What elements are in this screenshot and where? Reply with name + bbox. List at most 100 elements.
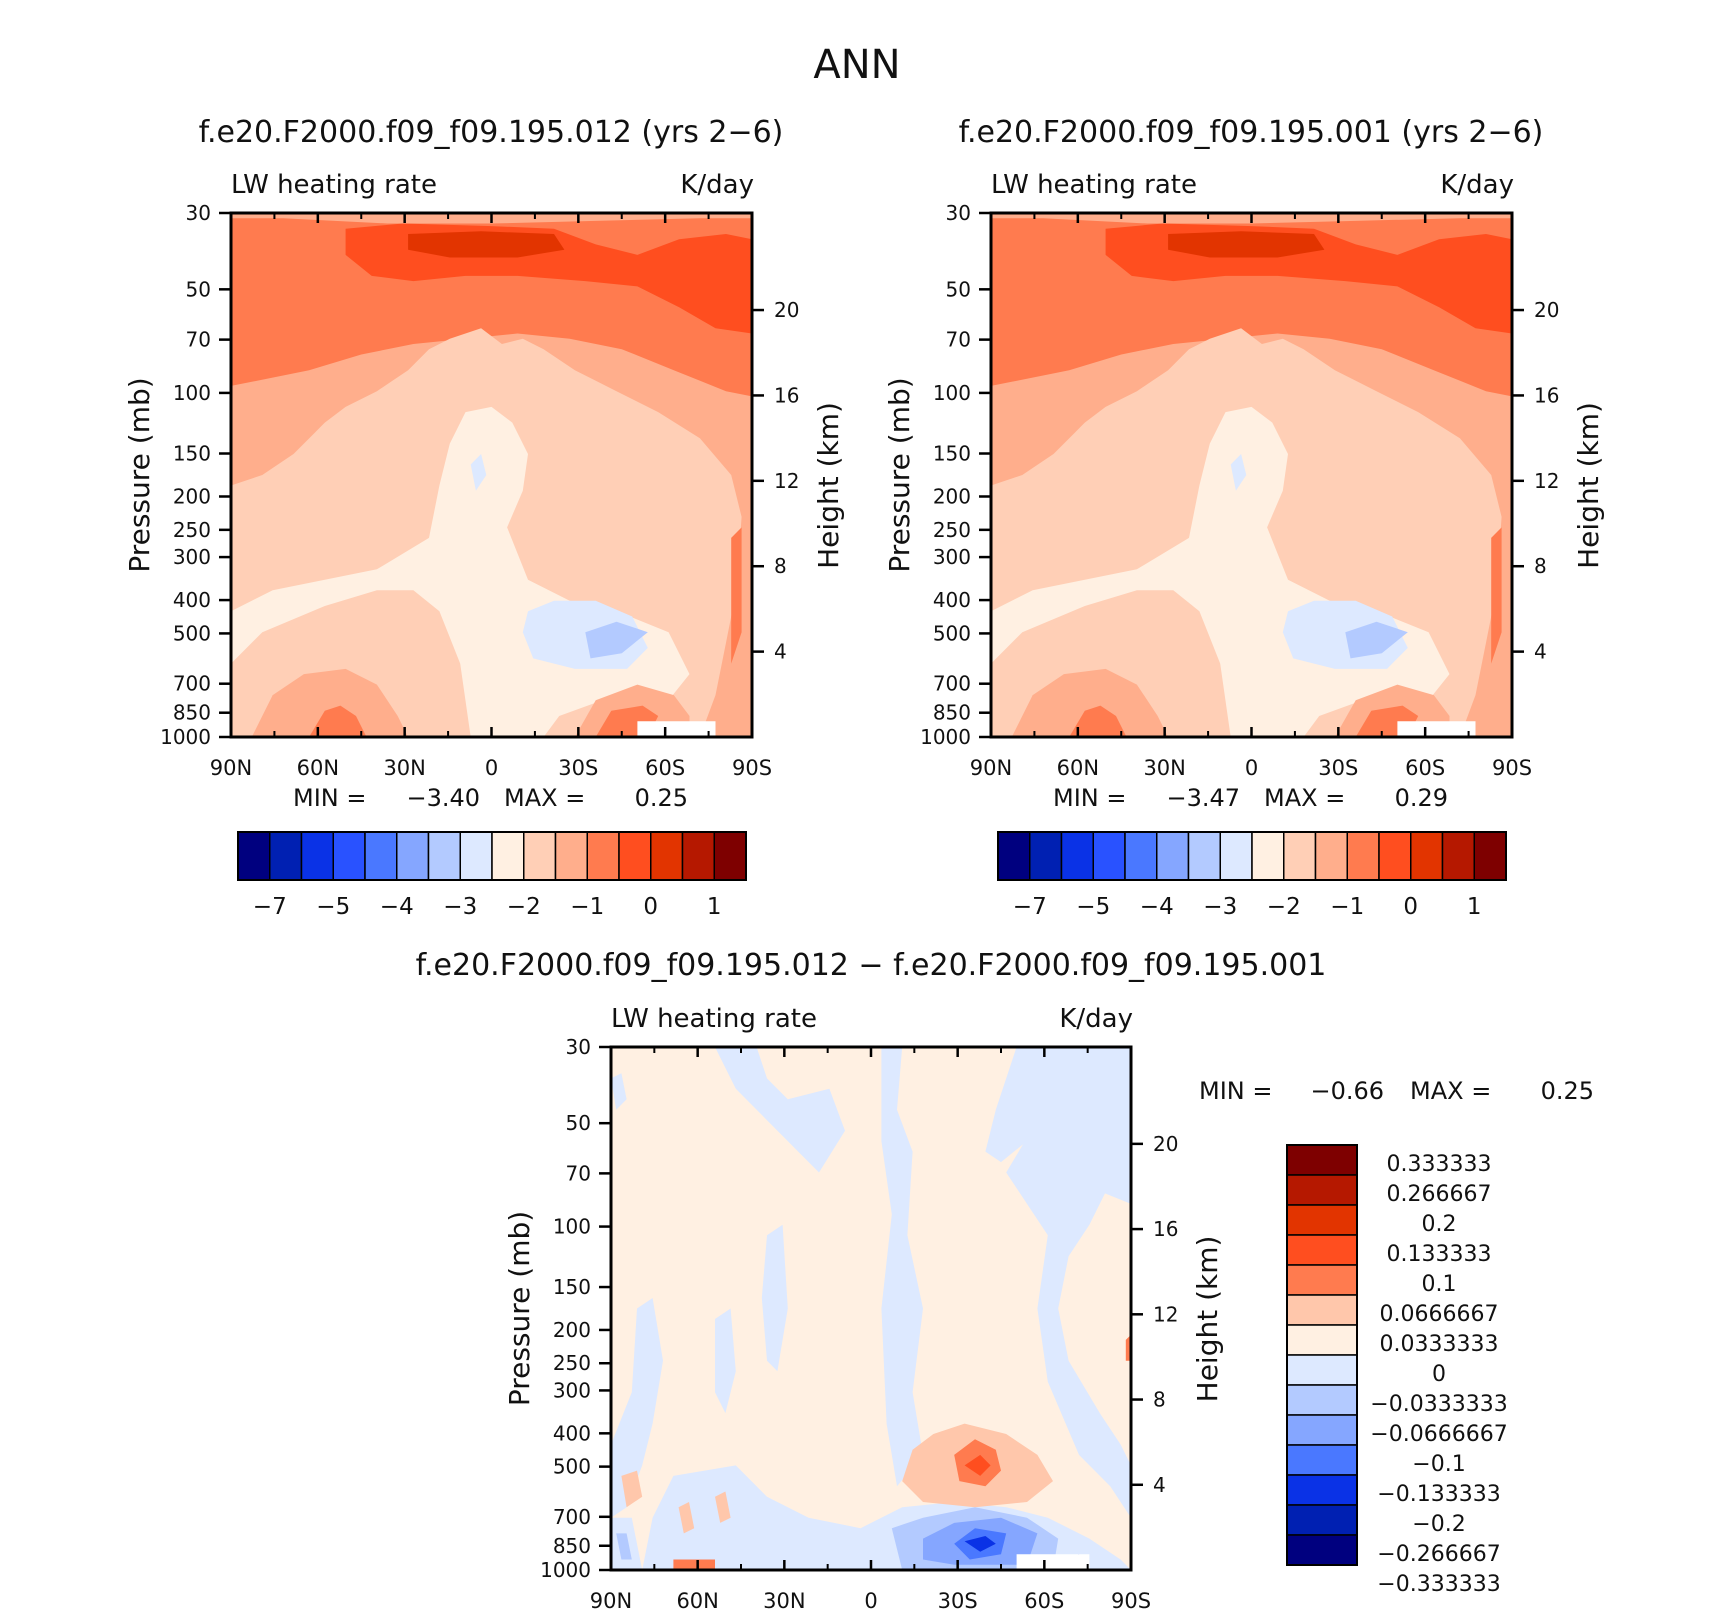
y-tick-label: 250	[173, 518, 211, 542]
y-tick-label: 400	[553, 1421, 591, 1445]
x-tick-label: 60N	[1057, 756, 1099, 780]
colorbar-box	[427, 831, 461, 881]
y-tick-label: 100	[553, 1215, 591, 1239]
y-tick-label: 30	[186, 201, 211, 225]
colorbar-box	[681, 831, 715, 881]
contour-region-13	[964, 1536, 996, 1552]
colorbar-label: 1	[707, 894, 722, 920]
colorbar-box	[618, 831, 652, 881]
units-label: K/day	[1440, 170, 1514, 200]
y-tick-label: 1000	[920, 725, 971, 749]
colorbar-box	[1410, 831, 1444, 881]
colorbar-box	[713, 831, 747, 881]
colorbar-label: −0.266667	[1377, 1542, 1500, 1567]
max-value: 0.25	[1541, 1077, 1594, 1105]
y-right-tick-label: 8	[1534, 554, 1547, 578]
y-right-tick-label: 16	[1534, 383, 1559, 407]
y-tick-label: 300	[553, 1378, 591, 1402]
y-tick-label: 30	[566, 1035, 591, 1059]
colorbar-box	[1441, 831, 1475, 881]
min-label: MIN =	[293, 784, 366, 812]
contour-region-3	[1168, 231, 1325, 258]
colorbar-box	[237, 831, 271, 881]
y-right-tick-label: 12	[1153, 1302, 1178, 1326]
y-right-tick-label: 20	[1534, 298, 1559, 322]
colorbar-label: −1	[1330, 894, 1364, 920]
y-tick-label: 850	[173, 701, 211, 725]
colorbar-label: −0.0666667	[1370, 1422, 1507, 1447]
colorbar-box	[1060, 831, 1094, 881]
colorbar-frame	[237, 831, 747, 881]
colorbar-box	[1314, 831, 1348, 881]
colorbar-box	[586, 831, 620, 881]
y-tick-label: 70	[946, 328, 971, 352]
y-tick-label: 50	[186, 277, 211, 301]
x-tick-label: 60N	[676, 1589, 718, 1611]
contour-region-3	[408, 231, 565, 258]
y-tick-label: 30	[946, 201, 971, 225]
contour-region-8	[470, 454, 487, 491]
colorbar-label: −5	[316, 894, 350, 920]
colorbar-box	[1283, 831, 1317, 881]
max-label: MAX =	[1410, 1077, 1491, 1105]
x-tick-label: 30N	[1143, 756, 1185, 780]
units-label: K/day	[680, 170, 754, 200]
colorbar-box	[1286, 1324, 1358, 1356]
colorbar-label: −5	[1076, 894, 1110, 920]
y-tick-label: 70	[186, 328, 211, 352]
x-tick-label: 30S	[558, 756, 598, 780]
max-value: 0.29	[1395, 784, 1448, 812]
max-value: 0.25	[635, 784, 688, 812]
panel-right: f.e20.F2000.f09_f09.195.001 (yrs 2−6) LW …	[883, 115, 1605, 920]
y-tick-label: 150	[173, 442, 211, 466]
colorbar-box	[1286, 1414, 1358, 1446]
colorbar-label: 1	[1467, 894, 1482, 920]
x-tick-label: 30N	[763, 1589, 805, 1611]
y-right-tick-label: 8	[1153, 1388, 1166, 1412]
colorbar-box	[1251, 831, 1285, 881]
colorbar-box	[1029, 831, 1063, 881]
colorbar-label: 0.1	[1422, 1272, 1457, 1297]
colorbar-box	[364, 831, 398, 881]
colorbar-label: −0.133333	[1377, 1482, 1500, 1507]
contour-region-17	[621, 1470, 643, 1508]
contour-region-19	[678, 1502, 695, 1534]
colorbar-box	[1286, 1504, 1358, 1536]
colorbar-box	[1286, 1534, 1358, 1566]
panel-title: f.e20.F2000.f09_f09.195.012 (yrs 2−6)	[199, 115, 784, 150]
colorbar-label: 0.266667	[1387, 1182, 1492, 1207]
contour-field	[231, 213, 752, 737]
colorbar-box	[1187, 831, 1221, 881]
colorbar-box	[300, 831, 334, 881]
x-tick-label: 30S	[1318, 756, 1358, 780]
y-tick-label: 700	[933, 672, 971, 696]
colorbar-label: −7	[1013, 894, 1047, 920]
y-tick-label: 500	[553, 1455, 591, 1479]
colorbar-label: −0.333333	[1377, 1572, 1500, 1597]
y-tick-label: 700	[173, 672, 211, 696]
x-tick-label: 60S	[1024, 1589, 1064, 1611]
y-tick-label: 500	[173, 621, 211, 645]
colorbar-frame	[997, 831, 1507, 881]
contour-region-7	[1345, 621, 1408, 659]
y-tick-label: 50	[946, 277, 971, 301]
y-tick-label: 200	[173, 484, 211, 508]
y-tick-label: 200	[933, 484, 971, 508]
contour-region-5	[611, 1298, 663, 1518]
min-value: −3.40	[406, 784, 480, 812]
y-tick-label: 850	[933, 701, 971, 725]
colorbar-label: −2	[507, 894, 541, 920]
y-tick-label: 100	[933, 381, 971, 405]
colorbar-box	[332, 831, 366, 881]
contour-region-4	[1006, 1047, 1131, 1518]
y-right-axis-label: Height (km)	[812, 402, 845, 569]
contour-region-10	[1069, 705, 1127, 737]
colorbar-box	[997, 831, 1031, 881]
contour-field	[991, 213, 1512, 737]
y-tick-label: 70	[566, 1161, 591, 1185]
y-tick-label: 400	[933, 588, 971, 612]
y-right-axis-label: Height (km)	[1572, 402, 1605, 569]
colorbar-box	[1286, 1174, 1358, 1206]
y-right-tick-label: 16	[774, 383, 799, 407]
